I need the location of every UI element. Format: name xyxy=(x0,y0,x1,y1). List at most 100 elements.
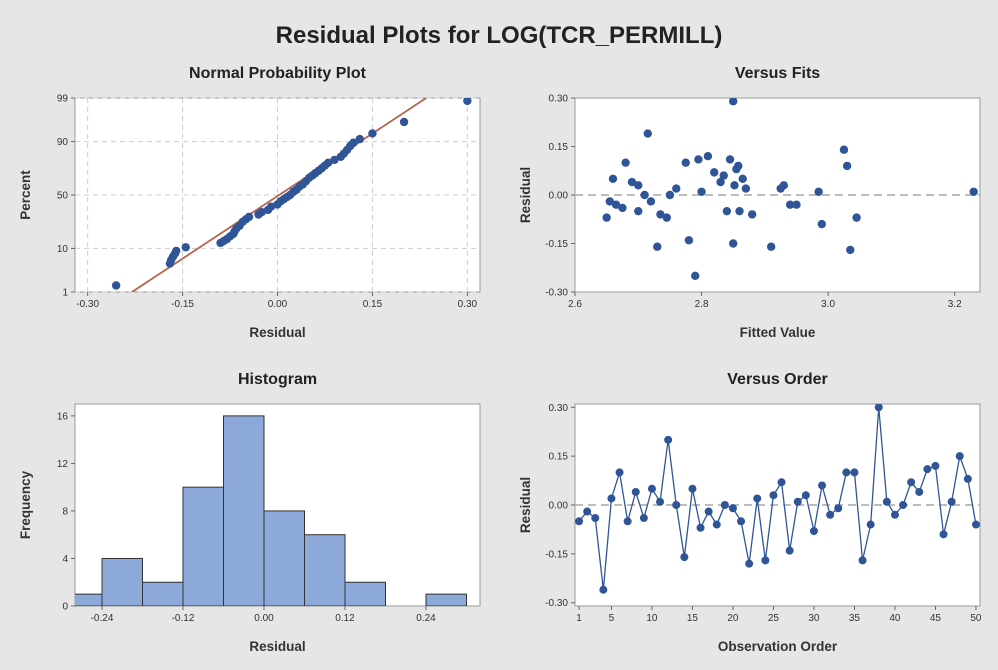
order-point xyxy=(753,494,762,503)
hist-x-tick-label: 0.00 xyxy=(254,613,274,624)
order-point xyxy=(583,507,592,516)
order-point xyxy=(931,461,940,470)
order-point xyxy=(971,520,980,529)
order-point xyxy=(656,497,665,506)
fits-point xyxy=(684,236,694,245)
npp-x-tick-label: 0.15 xyxy=(363,299,383,310)
hist-panel: -0.24 -0.12 0.00 0.12 0.24 0 4 8 12 16 Histogram Re… xyxy=(18,371,481,654)
fits-point xyxy=(681,158,690,167)
hist-y-axis-label: Frequency xyxy=(18,470,33,539)
npp-panel: -0.30 -0.15 0.00 0.15 0.30 1 10 50 90 99 Normal Pr… xyxy=(18,65,481,340)
npp-x-axis-label: Residual xyxy=(249,325,305,340)
hist-y-tick-label: 16 xyxy=(57,411,69,422)
order-point xyxy=(907,478,916,487)
fits-title: Versus Fits xyxy=(735,65,820,82)
order-point xyxy=(745,559,754,568)
fits-point xyxy=(608,174,618,184)
order-panel: 1 5 10 15 20 25 30 35 40 45 50-0.30-0.150.000.150.… xyxy=(518,371,982,654)
fits-x-tick-label: 2.6 xyxy=(568,299,582,310)
fits-point xyxy=(643,129,652,138)
fits-point xyxy=(618,203,627,213)
fits-point xyxy=(817,219,826,229)
npp-point xyxy=(266,202,276,211)
fits-y-tick-label: 0.00 xyxy=(549,191,569,202)
hist-bar xyxy=(182,486,224,606)
order-point xyxy=(575,517,584,526)
hist-title: Histogram xyxy=(238,371,317,388)
hist-bar xyxy=(142,581,184,606)
fits-point xyxy=(846,245,855,255)
order-point xyxy=(955,452,964,461)
hist-bar xyxy=(223,415,265,606)
fits-point xyxy=(703,152,713,161)
order-point xyxy=(834,504,843,513)
order-x-axis-label: Observation Order xyxy=(718,639,838,654)
npp-y-axis-label: Percent xyxy=(18,170,33,220)
hist-x-axis-label: Residual xyxy=(249,639,305,654)
order-point xyxy=(850,468,859,477)
order-data xyxy=(575,404,980,594)
fits-point xyxy=(725,155,735,164)
order-x-tick-label: 15 xyxy=(687,613,699,624)
order-point xyxy=(688,484,697,493)
order-x-tick-label: 40 xyxy=(889,613,901,624)
npp-title: Normal Probability Plot xyxy=(189,65,367,82)
fits-x-tick-label: 3.2 xyxy=(948,299,962,310)
fits-x-axis-label: Fitted Value xyxy=(740,325,816,340)
order-x-tick-label: 10 xyxy=(646,613,658,624)
fits-point xyxy=(734,161,743,171)
fits-y-tick-label: -0.30 xyxy=(545,288,568,299)
fits-point xyxy=(735,206,744,216)
fits-point xyxy=(653,242,662,251)
order-point xyxy=(599,585,608,594)
npp-x-tick-label: 0.30 xyxy=(458,299,478,310)
npp-point xyxy=(463,98,472,106)
hist-y-tick-label: 8 xyxy=(62,506,68,517)
order-y-tick-label: 0.15 xyxy=(549,452,569,463)
fits-point xyxy=(634,206,643,216)
order-point xyxy=(858,556,867,565)
order-point xyxy=(704,507,713,516)
hist-x-tick-label: 0.24 xyxy=(416,613,436,624)
order-point xyxy=(615,468,624,477)
order-y-tick-label: -0.15 xyxy=(545,549,568,560)
hist-x-tick-label: 0.12 xyxy=(335,613,355,624)
order-point xyxy=(963,474,972,483)
order-x-tick-label: 35 xyxy=(849,613,861,624)
fits-point xyxy=(842,161,852,171)
order-point xyxy=(761,556,770,565)
fits-y-tick-label: 0.30 xyxy=(549,94,569,105)
hist-bar xyxy=(344,581,386,606)
order-series-line xyxy=(578,407,977,590)
fits-point xyxy=(640,190,649,200)
fits-point xyxy=(605,197,615,206)
order-point xyxy=(769,491,778,500)
hist-bar xyxy=(101,557,143,606)
fits-point xyxy=(747,210,757,219)
order-x-tick-label: 20 xyxy=(727,613,739,624)
npp-y-tick-label: 1 xyxy=(62,288,68,299)
npp-point xyxy=(181,243,190,252)
fits-x-tick-label: 2.8 xyxy=(695,299,709,310)
fits-point xyxy=(710,168,719,177)
order-point xyxy=(785,546,794,555)
order-point xyxy=(639,514,648,523)
fits-point xyxy=(691,271,700,281)
npp-y-tick-label: 10 xyxy=(57,244,69,255)
order-point xyxy=(777,478,786,487)
order-point xyxy=(801,491,810,500)
npp-x-tick-label: -0.30 xyxy=(76,299,99,310)
order-point xyxy=(890,510,899,519)
order-y-tick-label: 0.30 xyxy=(549,403,569,414)
order-point xyxy=(818,481,827,490)
fits-point xyxy=(852,213,861,222)
fits-point xyxy=(646,197,656,206)
hist-y-tick-label: 4 xyxy=(62,554,68,565)
order-point xyxy=(647,484,656,493)
fits-data xyxy=(602,98,978,281)
fits-point xyxy=(741,184,751,193)
npp-point xyxy=(244,212,254,222)
fits-point xyxy=(785,200,795,209)
order-title: Versus Order xyxy=(727,371,828,388)
